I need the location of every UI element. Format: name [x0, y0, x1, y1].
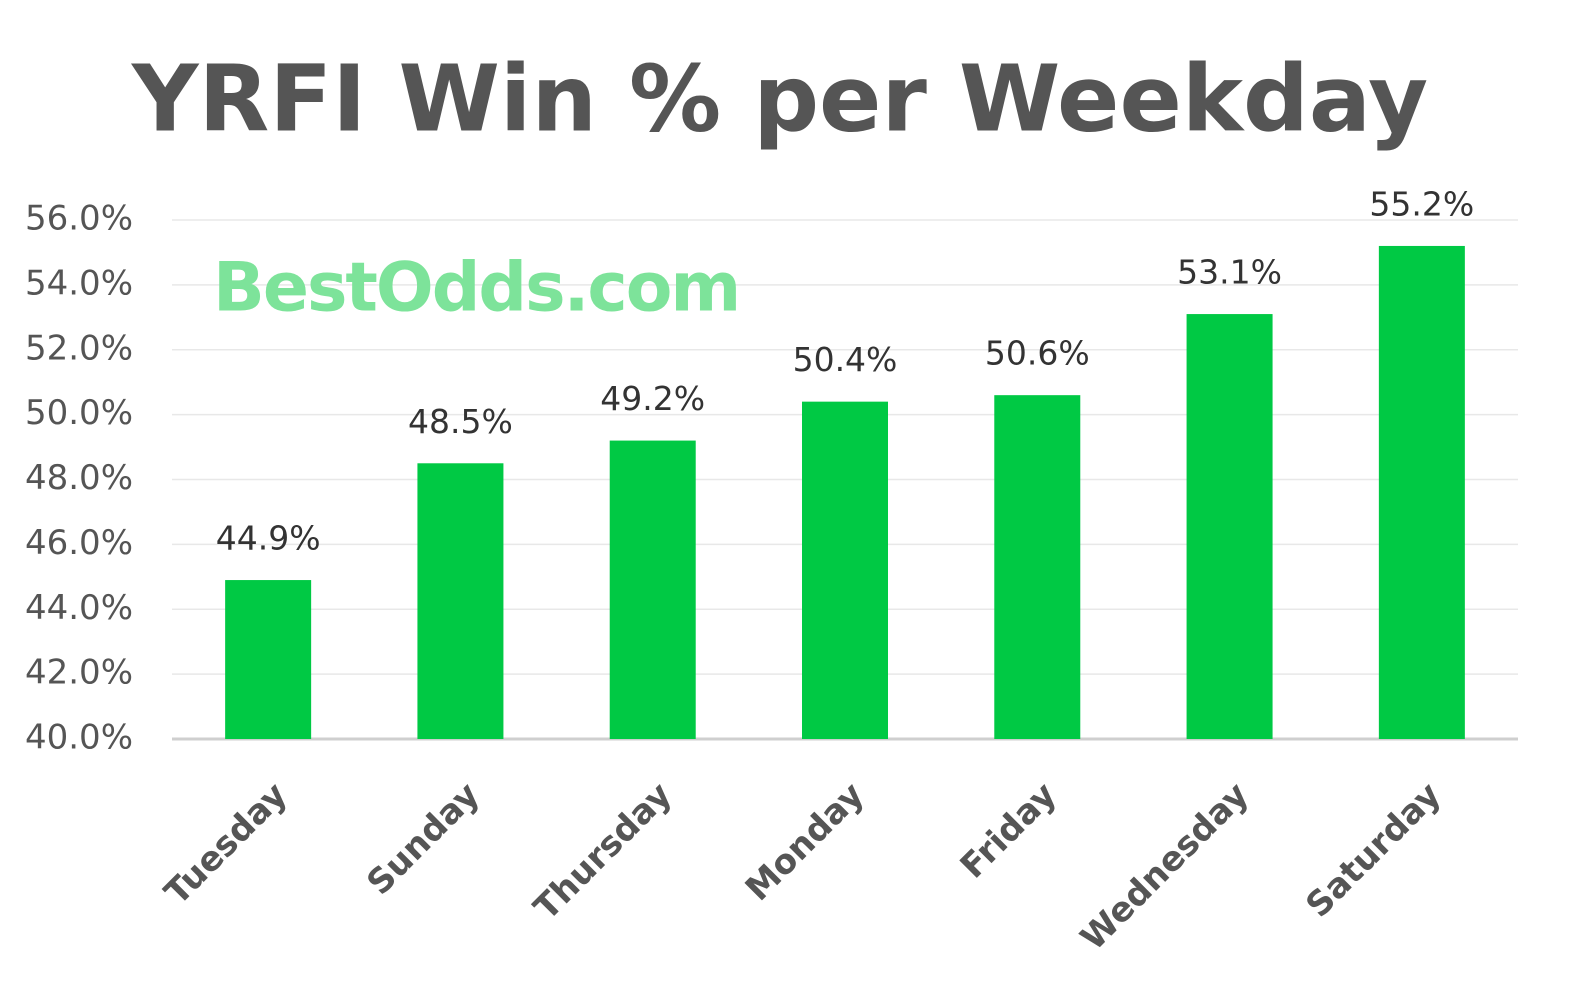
value-label: 55.2%	[1369, 184, 1474, 223]
value-label: 48.5%	[408, 402, 513, 441]
bar	[225, 580, 312, 739]
bar	[417, 463, 504, 739]
x-tick-label: Tuesday	[157, 775, 295, 913]
value-label: 50.6%	[985, 334, 1090, 373]
value-label: 50.4%	[793, 340, 898, 379]
y-tick-label: 50.0%	[25, 393, 133, 433]
y-tick-label: 52.0%	[25, 328, 133, 368]
watermark: BestOdds.com	[213, 249, 739, 328]
y-tick-label: 48.0%	[25, 458, 133, 498]
bar	[1186, 314, 1273, 739]
x-tick-label: Wednesday	[1073, 775, 1257, 959]
bar	[802, 401, 888, 739]
chart-title: YRFI Win % per Weekday	[131, 45, 1428, 152]
value-label: 49.2%	[600, 379, 705, 418]
x-tick-label: Thursday	[526, 775, 679, 928]
y-tick-label: 40.0%	[25, 718, 133, 758]
x-tick-label: Saturday	[1298, 775, 1449, 926]
x-tick-label: Sunday	[359, 775, 487, 903]
y-tick-label: 54.0%	[25, 263, 133, 303]
value-label: 53.1%	[1177, 253, 1282, 292]
y-tick-label: 42.0%	[25, 653, 133, 693]
bar	[994, 395, 1081, 739]
bar	[1378, 245, 1465, 739]
x-tick-label: Monday	[738, 775, 872, 909]
x-tick-label: Friday	[953, 775, 1065, 887]
value-label: 44.9%	[216, 519, 321, 558]
y-tick-label: 44.0%	[25, 588, 133, 628]
bar	[609, 440, 696, 739]
y-tick-label: 46.0%	[25, 523, 133, 563]
y-tick-label: 56.0%	[25, 199, 133, 239]
